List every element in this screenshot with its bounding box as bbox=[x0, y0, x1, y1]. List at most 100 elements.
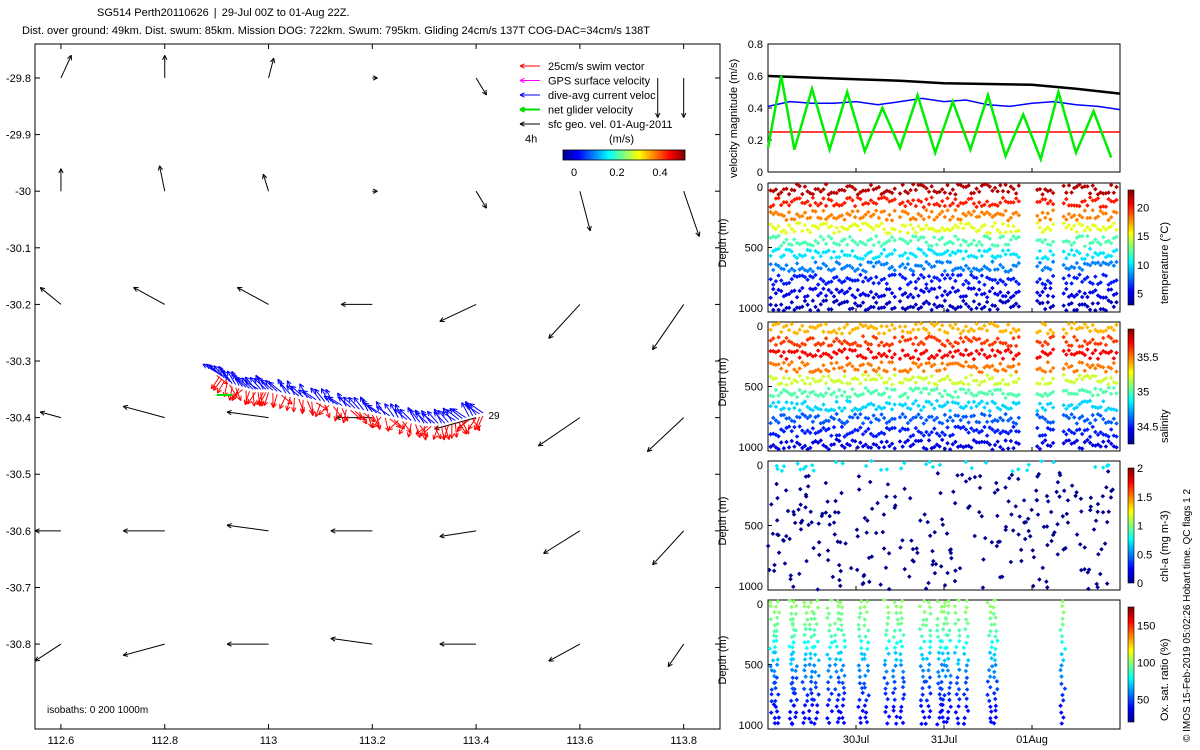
data-point bbox=[961, 282, 966, 287]
swim-vector bbox=[210, 376, 220, 390]
data-point bbox=[1048, 227, 1053, 233]
data-point bbox=[1077, 182, 1082, 187]
data-point bbox=[903, 276, 908, 282]
data-point bbox=[873, 300, 879, 305]
geostrophic-vector bbox=[226, 409, 269, 419]
data-point bbox=[1090, 289, 1095, 295]
data-point bbox=[852, 301, 858, 306]
data-point bbox=[1000, 300, 1006, 305]
map-frame bbox=[34, 43, 721, 730]
data-point bbox=[768, 261, 773, 267]
swim-vector bbox=[318, 405, 330, 416]
data-point bbox=[792, 419, 797, 424]
isobaths-label: isobaths: 0 200 1000m bbox=[47, 705, 148, 716]
data-point bbox=[850, 278, 855, 283]
data-point bbox=[884, 261, 890, 266]
data-point bbox=[773, 404, 779, 410]
data-point bbox=[786, 424, 792, 429]
data-point bbox=[1050, 303, 1056, 309]
dive-current-vector bbox=[390, 403, 399, 418]
geostrophic-vector bbox=[39, 410, 62, 419]
data-point bbox=[945, 292, 950, 297]
data-point bbox=[1085, 233, 1090, 239]
data-point bbox=[889, 290, 895, 296]
data-point bbox=[1098, 294, 1103, 300]
data-point bbox=[1114, 234, 1119, 240]
map-xtick-label: 112.6 bbox=[48, 735, 75, 747]
dive-current-vector bbox=[395, 403, 404, 419]
section-colorbar-tick: 10 bbox=[1137, 260, 1149, 272]
data-point bbox=[866, 293, 871, 298]
section-ytick-label: 0 bbox=[757, 460, 763, 472]
data-point bbox=[1108, 182, 1114, 188]
data-point bbox=[807, 266, 813, 272]
data-point bbox=[992, 267, 998, 272]
data-point bbox=[1074, 229, 1080, 235]
data-point bbox=[802, 298, 808, 304]
data-point bbox=[1048, 248, 1053, 254]
swim-vector bbox=[279, 395, 287, 410]
data-point bbox=[1066, 211, 1072, 217]
geostrophic-vector bbox=[34, 643, 62, 662]
data-point bbox=[789, 349, 795, 355]
data-point bbox=[794, 261, 800, 266]
data-point bbox=[776, 273, 781, 278]
data-point bbox=[966, 266, 971, 271]
geostrophic-vector bbox=[646, 417, 685, 453]
velocity-ytick-label: 0.4 bbox=[748, 103, 763, 115]
data-point bbox=[950, 272, 956, 278]
data-point bbox=[815, 293, 821, 298]
data-point bbox=[947, 290, 953, 295]
data-point bbox=[1095, 252, 1101, 258]
data-point bbox=[866, 306, 871, 312]
data-point bbox=[942, 298, 948, 303]
data-point bbox=[768, 348, 773, 354]
data-point bbox=[961, 294, 966, 299]
data-point bbox=[879, 305, 884, 310]
velocity-ytick-label: 0.8 bbox=[748, 39, 763, 51]
data-point bbox=[786, 415, 792, 421]
data-point bbox=[881, 305, 887, 310]
data-point bbox=[810, 255, 816, 261]
data-point bbox=[1087, 227, 1093, 233]
data-point bbox=[1066, 183, 1072, 188]
data-point bbox=[990, 285, 995, 291]
section-colorbar-tick: 35.5 bbox=[1137, 352, 1158, 364]
data-point bbox=[1079, 215, 1085, 220]
geostrophic-vector bbox=[543, 530, 581, 555]
section-colorbar-tick: 0 bbox=[1137, 578, 1143, 590]
data-point bbox=[932, 286, 937, 292]
data-point bbox=[910, 272, 916, 277]
data-point bbox=[1016, 260, 1022, 266]
geostrophic-vector bbox=[655, 77, 661, 118]
data-point bbox=[937, 278, 942, 283]
data-point bbox=[1064, 196, 1069, 202]
swim-vector bbox=[406, 423, 412, 438]
data-point bbox=[813, 272, 818, 278]
data-point bbox=[1077, 234, 1082, 239]
data-point bbox=[974, 292, 979, 297]
data-point bbox=[871, 280, 876, 286]
legend-label-0: 25cm/s swim vector bbox=[548, 61, 645, 73]
data-point bbox=[771, 394, 776, 399]
data-point bbox=[1045, 211, 1051, 216]
data-point bbox=[855, 303, 861, 309]
data-point bbox=[942, 276, 948, 281]
data-point bbox=[789, 321, 795, 327]
data-point bbox=[771, 307, 776, 313]
data-point bbox=[1101, 225, 1106, 230]
data-point bbox=[789, 400, 795, 406]
data-point bbox=[1050, 208, 1056, 213]
section-ytick-label: 1000 bbox=[739, 303, 763, 315]
data-point bbox=[1011, 293, 1016, 298]
dive-current-vector bbox=[286, 385, 300, 397]
data-point bbox=[781, 339, 787, 344]
data-point bbox=[1040, 300, 1045, 306]
data-point bbox=[1050, 259, 1056, 265]
data-point bbox=[1069, 226, 1074, 232]
data-point bbox=[910, 305, 916, 310]
data-point bbox=[1079, 302, 1085, 307]
data-point bbox=[794, 305, 800, 310]
data-point bbox=[1074, 217, 1080, 223]
